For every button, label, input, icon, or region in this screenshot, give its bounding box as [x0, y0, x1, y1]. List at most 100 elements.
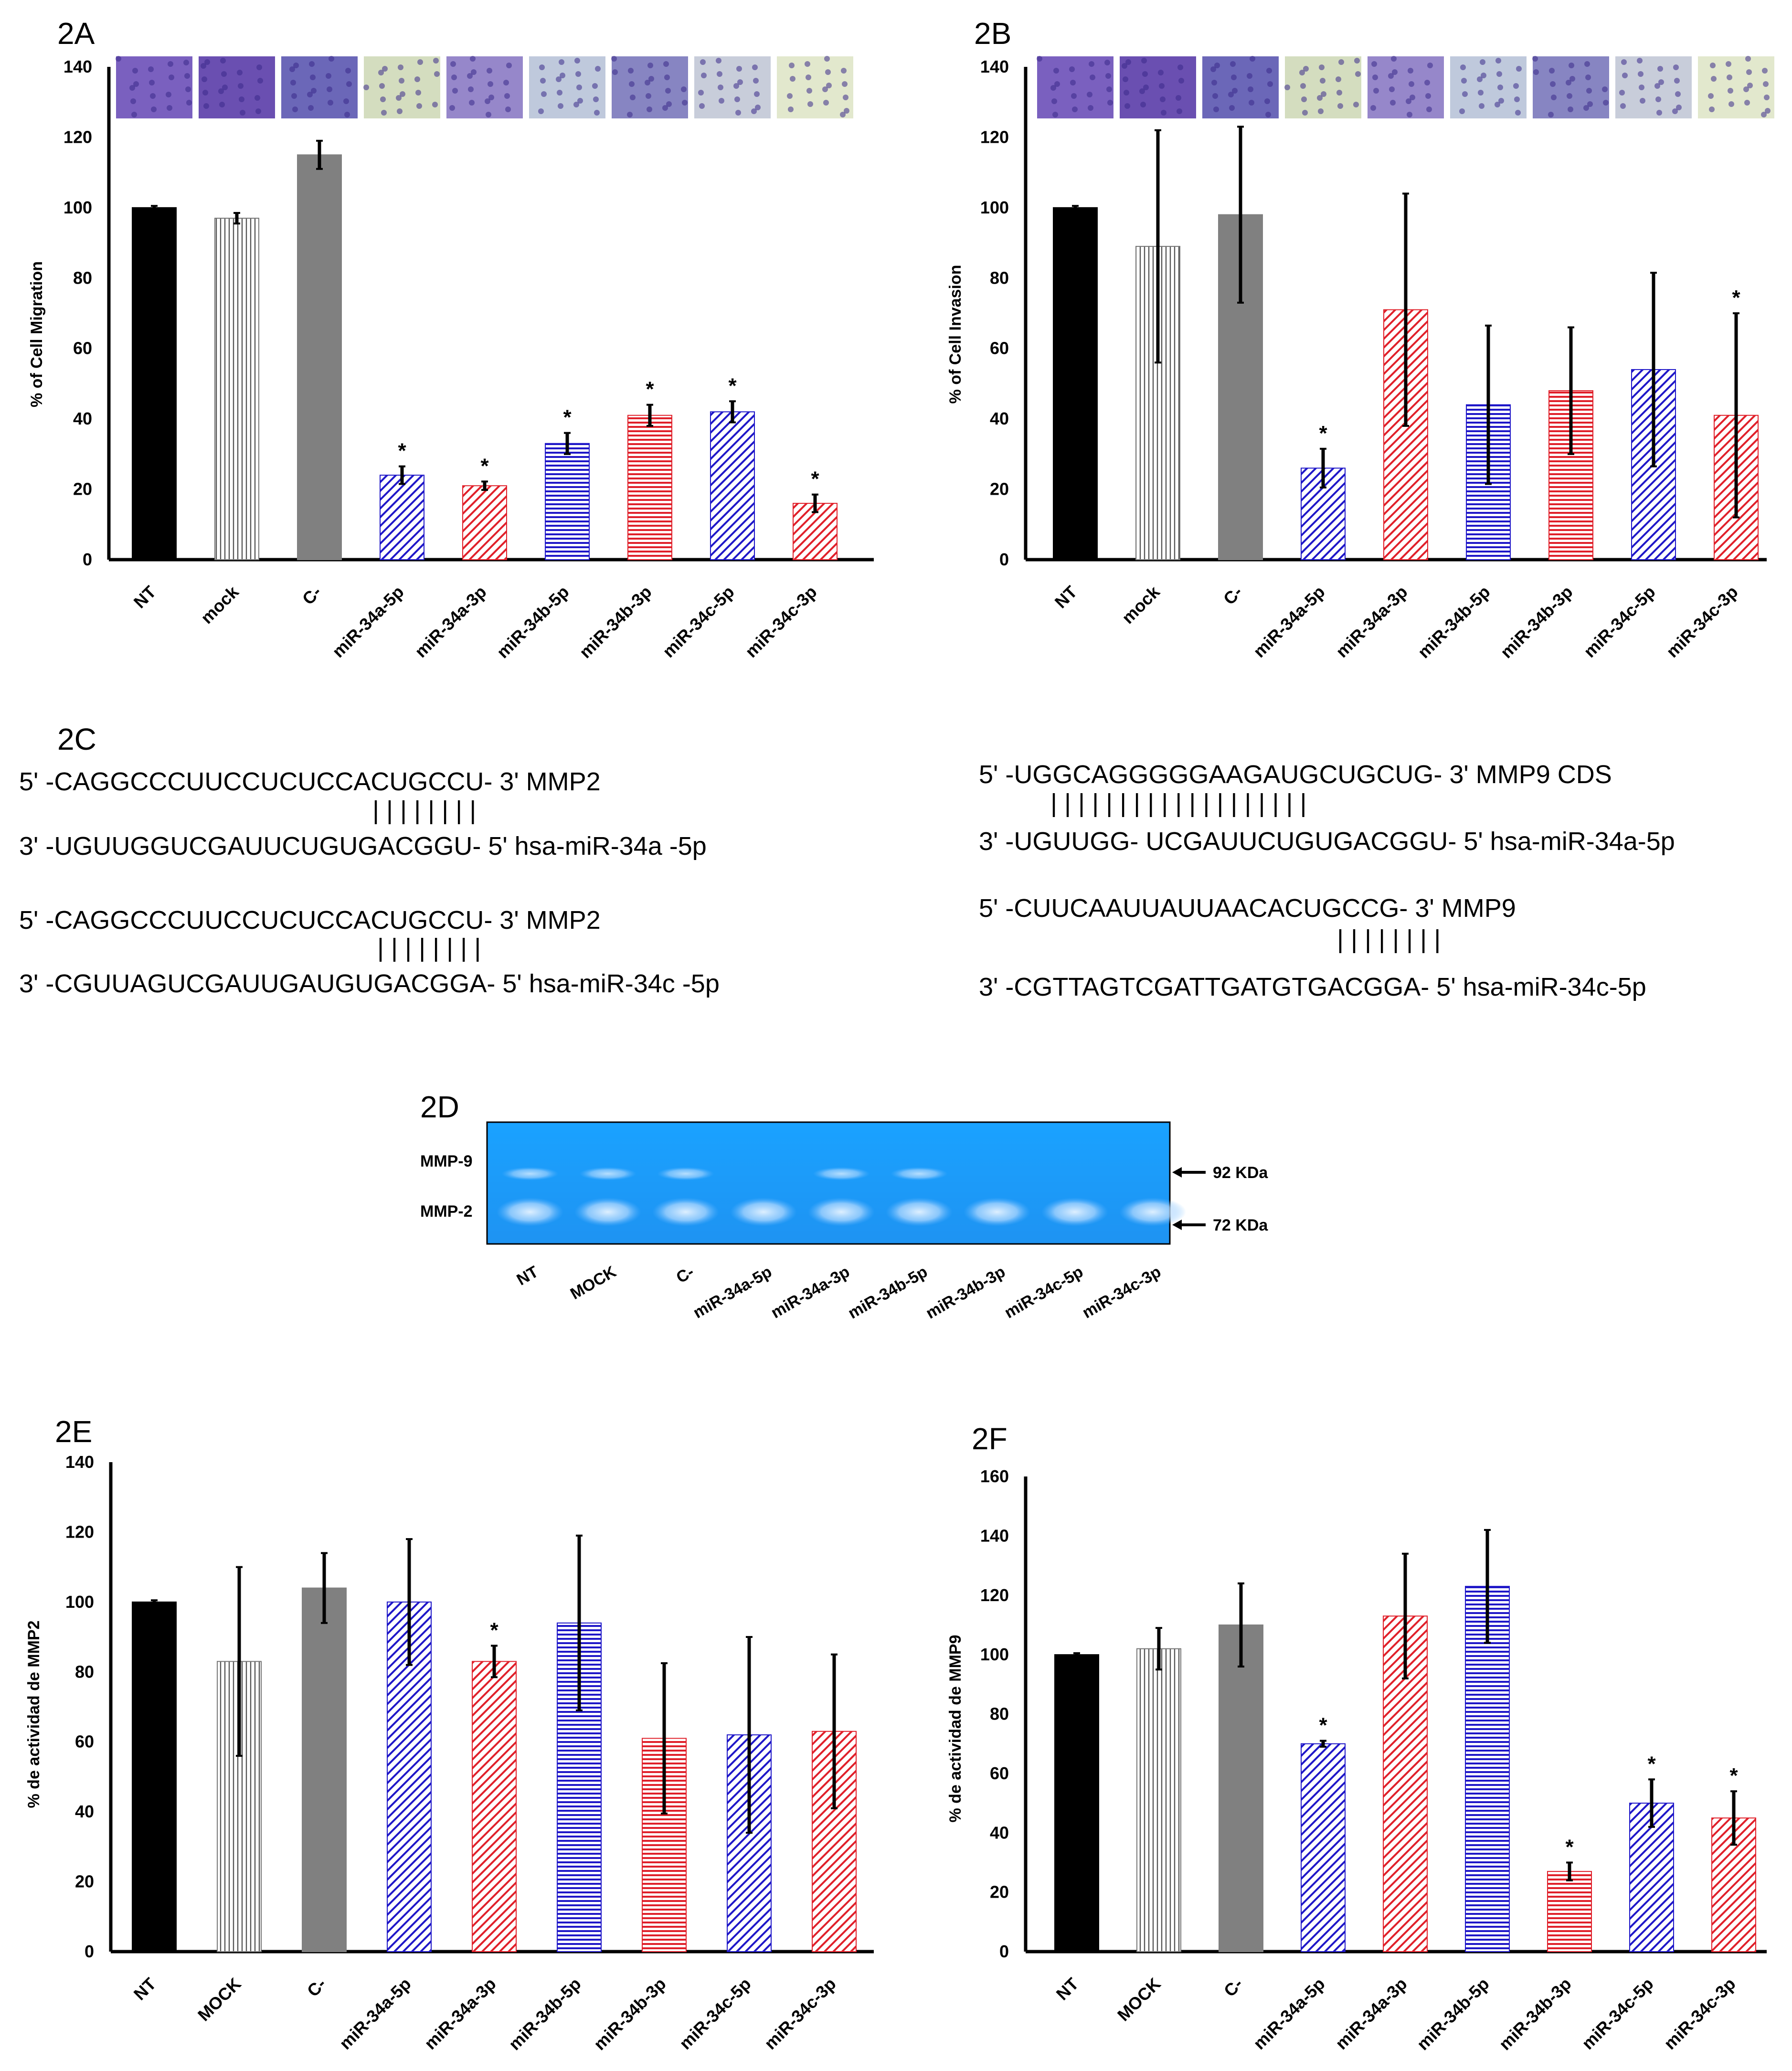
band-mmp9: [813, 1167, 870, 1180]
micrograph-cell: [1761, 112, 1767, 117]
micrograph-cell: [1264, 98, 1270, 104]
significance-star: *: [811, 467, 819, 491]
lane-label: NT: [514, 1263, 541, 1289]
y-tick-label: 40: [73, 409, 92, 428]
significance-star: *: [563, 406, 572, 429]
micrograph-cell: [1105, 73, 1111, 79]
micrograph-cell: [183, 60, 189, 65]
micrograph-cell: [131, 112, 137, 117]
micrograph-cell: [204, 59, 210, 65]
micrograph-cell: [1762, 68, 1768, 74]
micrograph-cell: [1619, 90, 1625, 96]
lane-label: C-: [673, 1263, 697, 1287]
category-label: miR-34a-5p: [1249, 582, 1328, 661]
chart-2E-mmp2-activity: 2E % de actividad de MMP2 0 20 40 60 80 100 12…: [25, 1414, 874, 2054]
category-label: miR-34c-5p: [658, 582, 738, 661]
micrograph-cell: [1071, 93, 1077, 99]
micrograph-cell: [719, 98, 724, 104]
micrograph-cell: [1675, 91, 1681, 97]
micrograph-cell: [1409, 81, 1414, 87]
micrograph-cell: [1373, 88, 1379, 94]
micrograph-cell: [1710, 63, 1716, 68]
micrograph-cell: [1266, 68, 1272, 74]
micrograph-cell: [826, 83, 832, 88]
micrograph-cell: [1514, 96, 1520, 102]
micrograph-cell: [1320, 78, 1325, 84]
micrograph-cell: [1355, 71, 1361, 77]
micrograph-cell: [1426, 106, 1432, 112]
category-label: miR-34b-5p: [1413, 1974, 1493, 2054]
panel-2C-alignments: 2C 5' -CAGGCCCUUCCUCUCCACUGCCU- 3' MMP2 …: [19, 722, 1675, 1001]
category-label: miR-34a-5p: [335, 1974, 414, 2053]
micrograph-cell: [488, 81, 493, 87]
micrograph-cell: [1230, 61, 1236, 67]
micrograph-cell: [1745, 56, 1751, 62]
micrograph-cell: [1406, 98, 1411, 104]
micrograph-cell: [629, 81, 635, 87]
micrograph-cell: [1481, 73, 1486, 78]
micrograph-cell: [1621, 59, 1627, 65]
micrograph-cell: [822, 86, 828, 92]
micrograph-cell: [1390, 100, 1396, 106]
y-tick-label: 140: [65, 1452, 94, 1472]
micrograph-cell: [734, 96, 740, 102]
y-tick-label: 0: [85, 1942, 94, 1961]
micrograph-cell: [434, 71, 440, 77]
micrograph-cell: [1089, 61, 1094, 67]
micrograph-cell: [558, 103, 563, 109]
micrograph-cell: [396, 95, 402, 101]
micrograph-cell: [486, 112, 491, 117]
micrograph-cell: [735, 110, 741, 116]
micrograph-cell: [681, 86, 687, 92]
micrograph-cell: [1125, 59, 1131, 65]
micrograph-cell: [1460, 64, 1466, 70]
alignment-2-target: 5' -CAGGCCCUUCCUCUCCACUGCCU- 3' MMP2: [19, 906, 601, 935]
significance-star: *: [646, 378, 654, 401]
micrograph-cell: [1587, 101, 1593, 107]
category-label: miR-34b-3p: [590, 1974, 670, 2054]
bar-miR-34a-3p: [462, 485, 507, 561]
lane-label: miR-34b-3p: [923, 1263, 1008, 1322]
micrograph-cell: [736, 66, 742, 72]
category-label: C-: [1220, 1974, 1247, 2001]
y-tick-label: 140: [64, 57, 92, 76]
category-label: NT: [130, 1974, 160, 2004]
micrograph-cell: [290, 80, 296, 85]
micrograph-cell: [1674, 78, 1680, 84]
micrograph-cell: [470, 56, 476, 62]
micrograph-cell: [1214, 63, 1220, 68]
lane-label: miR-34b-5p: [845, 1263, 931, 1322]
micrograph-cell: [1763, 81, 1769, 87]
micrograph-cell: [505, 106, 511, 112]
micrograph-cell: [1106, 86, 1112, 92]
micrograph-cell: [594, 110, 600, 116]
micrograph-cell: [612, 69, 618, 75]
panel-2D-zymogram: 2D MMP-9 MMP-2 92 KDa 72 KDa NT MOCK C-miR…: [420, 1090, 1268, 1322]
micrograph-cell: [788, 106, 794, 112]
micrograph-cell: [611, 56, 617, 62]
micrograph-cell: [1139, 88, 1145, 94]
micrograph-cell: [1265, 112, 1271, 117]
bar-miR-34b-5p: [1465, 1586, 1510, 1952]
category-label: miR-34a-3p: [420, 1974, 499, 2053]
micrograph-cell: [414, 76, 420, 82]
micrograph-cell: [844, 108, 849, 114]
y-axis-title-2A: % of Cell Migration: [28, 261, 46, 407]
micrograph-cell: [1037, 56, 1042, 62]
micrograph-cell: [1354, 58, 1360, 64]
micrograph-cell: [823, 100, 829, 106]
micrograph-cell: [1087, 92, 1092, 97]
micrograph-cell: [843, 95, 848, 100]
significance-star: *: [1732, 286, 1740, 309]
y-tick-label: 80: [73, 268, 92, 287]
micrograph-cell: [1177, 108, 1182, 114]
micrograph-cell: [1708, 93, 1714, 99]
bar-NT: [132, 1601, 177, 1953]
micrograph-cell: [1478, 90, 1484, 96]
y-tick-label: 0: [83, 550, 92, 569]
micrograph-cell: [343, 98, 349, 104]
micrograph-cell: [169, 74, 174, 80]
alignment-4-pairs: | | | | | | | |: [1337, 925, 1441, 954]
category-label: miR-34a-5p: [1249, 1974, 1328, 2053]
micrograph-cell: [310, 74, 316, 80]
